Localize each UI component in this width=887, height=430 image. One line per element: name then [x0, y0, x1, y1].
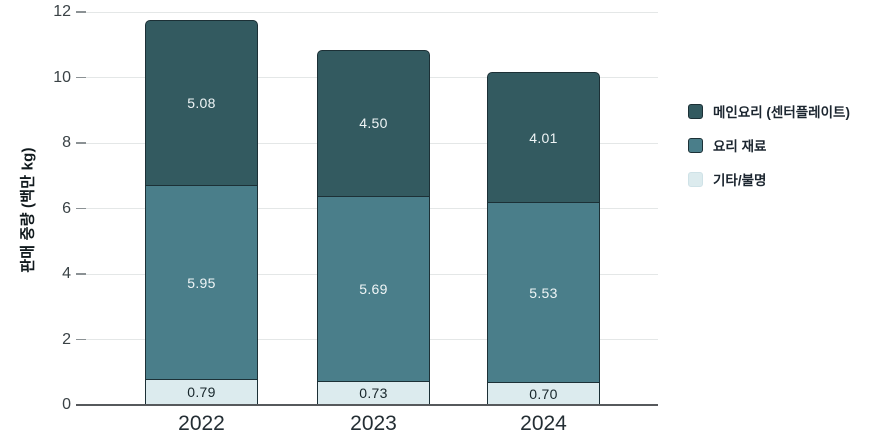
legend-label: 요리 재료: [713, 139, 767, 154]
bar-segment: 0.79: [145, 379, 258, 405]
legend-label: 메인요리 (센터플레이트): [713, 105, 850, 120]
bar: 4.01 5.53 0.70: [487, 12, 600, 405]
tick-mark: [76, 207, 86, 210]
bar-value-label: 5.53: [529, 284, 558, 301]
legend-swatch: [688, 137, 703, 153]
bar-value-label: 4.01: [529, 129, 558, 146]
legend-item: 메인요리 (센터플레이트): [688, 101, 850, 121]
xtick-label: 2024: [520, 412, 567, 430]
legend-swatch: [688, 171, 703, 187]
bar-segment: 5.53: [487, 202, 600, 384]
bar-value-label: 5.69: [359, 281, 388, 298]
bar-value-label: 5.08: [187, 95, 216, 112]
bar-segment: 5.08: [145, 20, 258, 187]
gridline: [86, 11, 658, 13]
ytick-label: 4: [62, 265, 71, 283]
legend: 메인요리 (센터플레이트) 요리 재료 기타/불명: [688, 101, 850, 189]
xtick-label: 2022: [178, 412, 225, 430]
ytick-label: 0: [62, 396, 71, 413]
tick-mark: [76, 142, 86, 144]
x-axis-line: [76, 404, 658, 406]
legend-item: 기타/불명: [688, 169, 850, 189]
bar-value-label: 0.73: [359, 385, 388, 402]
legend-swatch: [688, 103, 703, 119]
bar-value-label: 4.50: [359, 115, 388, 132]
bar: 4.50 5.69 0.73: [317, 12, 430, 405]
bar-value-label: 0.70: [529, 385, 558, 402]
bar-segment: 0.73: [317, 381, 430, 405]
legend-label: 기타/불명: [713, 173, 767, 188]
bar: 5.08 5.95 0.79: [145, 12, 258, 405]
xtick-label: 2023: [350, 412, 397, 430]
ytick-label: 12: [53, 3, 71, 20]
bar-segment: 4.50: [317, 49, 430, 198]
bar-value-label: 5.95: [187, 274, 216, 291]
tick-mark: [76, 76, 86, 79]
ytick-label: 2: [62, 330, 71, 348]
tick-mark: [76, 273, 86, 275]
ytick-label: 8: [62, 134, 71, 151]
ytick-label: 6: [62, 199, 71, 217]
tick-mark: [76, 338, 86, 341]
bar-value-label: 0.79: [187, 384, 216, 401]
ytick-label: 10: [53, 68, 71, 86]
plot-area: 12 10 8 6 4 2 0: [53, 4, 658, 430]
bar-segment: 4.01: [487, 72, 600, 204]
y-axis-title: 판매 중량 (백만 kg): [19, 147, 37, 273]
bar-segment: 5.95: [145, 185, 258, 381]
bar-segment: 0.70: [487, 382, 600, 405]
legend-item: 요리 재료: [688, 135, 850, 155]
tick-mark: [76, 11, 86, 13]
bar-segment: 5.69: [317, 195, 430, 383]
